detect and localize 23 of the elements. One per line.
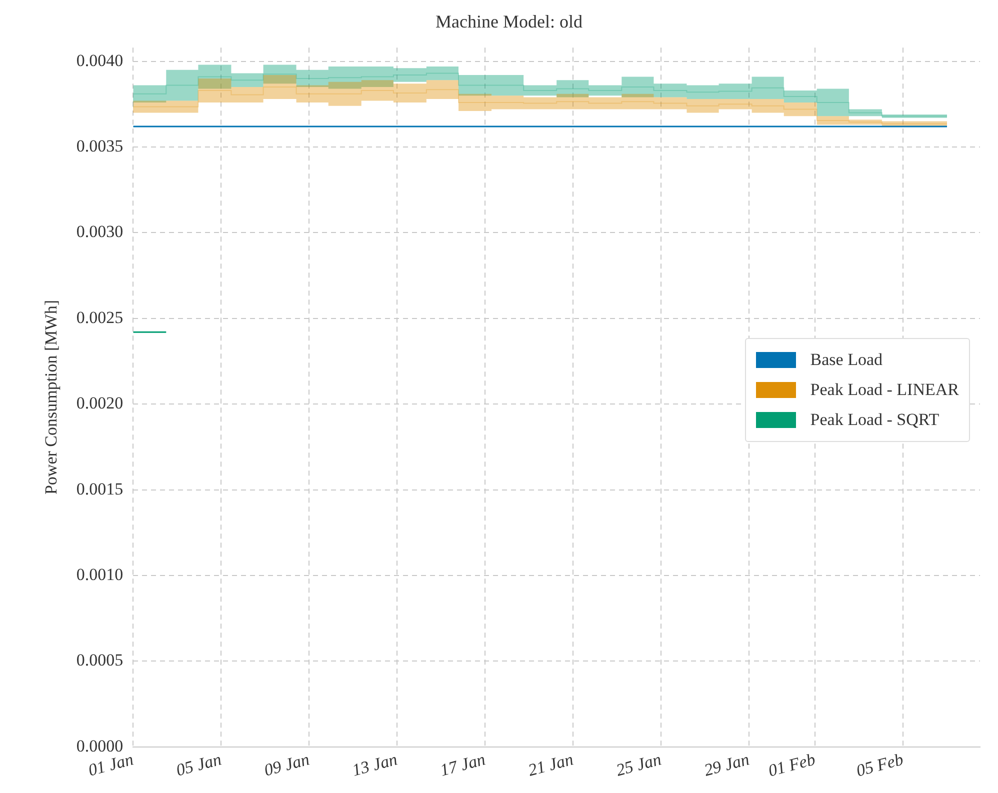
x-tick-label: 25 Jan bbox=[614, 750, 664, 780]
x-tick-label: 09 Jan bbox=[262, 750, 312, 780]
y-tick-label: 0.0005 bbox=[76, 650, 124, 670]
y-tick-label: 0.0015 bbox=[76, 479, 124, 498]
y-tick-label: 0.0020 bbox=[76, 394, 124, 413]
x-tick-label: 05 Feb bbox=[854, 750, 906, 780]
legend-label: Base Load bbox=[810, 350, 883, 370]
y-tick-label: 0.0000 bbox=[76, 736, 124, 756]
y-axis-title: Power Consumption [MWh] bbox=[42, 300, 61, 495]
y-tick-label: 0.0025 bbox=[76, 308, 124, 327]
y-tick-label: 0.0035 bbox=[76, 136, 124, 156]
x-tick-label: 05 Jan bbox=[174, 750, 224, 780]
y-tick-label: 0.0040 bbox=[76, 50, 124, 70]
x-tick-label: 13 Jan bbox=[350, 750, 400, 780]
y-tick-label: 0.0010 bbox=[76, 565, 124, 584]
y-tick-label: 0.0030 bbox=[76, 222, 124, 242]
x-tick-label: 01 Feb bbox=[766, 750, 818, 780]
x-tick-label: 21 Jan bbox=[526, 750, 576, 780]
x-tick-label: 17 Jan bbox=[438, 750, 488, 780]
x-tick-label: 29 Jan bbox=[702, 750, 752, 780]
chart-title: Machine Model: old bbox=[436, 12, 582, 32]
legend-label: Peak Load - LINEAR bbox=[810, 380, 959, 400]
legend-label: Peak Load - SQRT bbox=[810, 410, 940, 430]
